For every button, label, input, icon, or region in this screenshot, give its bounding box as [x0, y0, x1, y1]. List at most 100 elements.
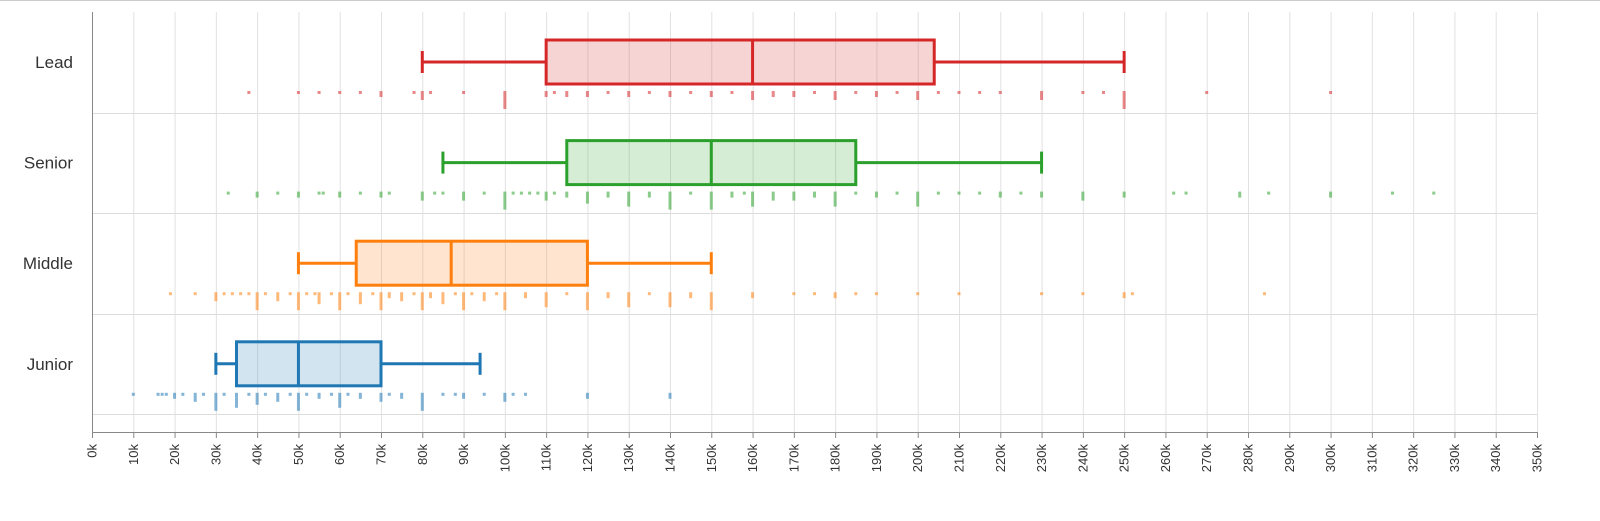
rug-mark — [895, 91, 899, 94]
rug-mark — [235, 392, 238, 408]
rug-mark — [313, 292, 317, 296]
rug-mark — [222, 392, 226, 396]
x-tick-label: 270k — [1199, 444, 1214, 473]
rug-mark — [751, 91, 755, 100]
x-tick-label: 210k — [952, 444, 967, 473]
rug-mark — [181, 392, 185, 396]
rug-mark — [288, 392, 292, 396]
x-tick-label: 10k — [126, 444, 141, 465]
rug-mark — [429, 292, 433, 299]
rug-mark — [379, 392, 383, 402]
x-tick-label: 150k — [704, 444, 719, 473]
rug-mark — [160, 392, 164, 396]
rug-mark — [470, 292, 474, 296]
rug-mark — [441, 392, 445, 396]
rug-mark — [528, 191, 532, 195]
x-tick-label: 280k — [1241, 444, 1256, 473]
rug-mark — [647, 91, 651, 94]
rug-mark — [379, 191, 383, 198]
rug-mark — [511, 191, 515, 195]
rug-mark — [433, 191, 437, 195]
rug-mark — [193, 292, 197, 296]
rug-mark — [1172, 191, 1176, 195]
rug-mark — [346, 392, 350, 396]
rug-mark — [895, 191, 899, 195]
x-tick-label: 50k — [291, 444, 306, 465]
x-tick-label: 260k — [1158, 444, 1173, 473]
rug-mark — [222, 292, 226, 296]
rug-mark — [668, 91, 672, 97]
rug-mark — [585, 91, 589, 97]
rug-mark — [813, 292, 816, 296]
rug-mark — [1040, 191, 1044, 198]
x-tick-label: 170k — [786, 444, 801, 473]
rug-mark — [1238, 191, 1242, 198]
rug-mark — [709, 191, 713, 210]
rug-mark — [647, 191, 651, 198]
rug-mark — [854, 191, 858, 195]
rug-mark — [585, 191, 589, 204]
rug-mark — [317, 292, 321, 305]
rug-mark — [730, 191, 734, 198]
top-border — [0, 0, 1600, 1]
rug-mark — [998, 191, 1002, 198]
rug-mark — [462, 191, 466, 201]
rug-mark — [358, 292, 362, 305]
rug-mark — [709, 292, 713, 311]
rug-mark — [387, 292, 391, 299]
rug-mark — [453, 292, 457, 296]
x-tick-label: 290k — [1282, 444, 1297, 473]
rug-mark — [495, 292, 499, 296]
rug-mark — [1040, 91, 1044, 100]
rug-mark — [606, 91, 610, 94]
rug-mark — [230, 292, 234, 296]
rug-mark — [317, 191, 321, 195]
rug-mark — [201, 392, 205, 396]
x-tick-label: 40k — [250, 444, 265, 465]
x-tick-label: 310k — [1364, 444, 1379, 473]
grid — [92, 12, 1538, 432]
rug-mark — [709, 91, 713, 97]
rug-mark — [565, 292, 569, 296]
category-label: Junior — [27, 355, 74, 374]
x-tick-label: 0k — [85, 444, 100, 458]
rug-mark — [536, 191, 540, 195]
series-senior: Senior — [24, 139, 1436, 210]
rug-mark — [1263, 292, 1267, 296]
rug-mark — [1205, 91, 1209, 94]
rug-mark — [247, 91, 251, 94]
rug-mark — [813, 91, 816, 94]
x-tick-label: 180k — [828, 444, 843, 473]
rug-mark — [400, 292, 404, 302]
rug-mark — [565, 91, 569, 97]
rug-mark — [751, 191, 755, 207]
iqr-box — [354, 239, 589, 287]
rug-mark — [1267, 191, 1271, 195]
rug-mark — [358, 191, 362, 195]
rug-mark — [998, 91, 1002, 94]
x-tick-label: 220k — [993, 444, 1008, 473]
rug-mark — [606, 292, 610, 299]
rug-mark — [1102, 91, 1105, 94]
rug-mark — [346, 292, 350, 296]
x-tick-label: 60k — [332, 444, 347, 465]
rug-mark — [226, 191, 230, 195]
rug-mark — [957, 191, 961, 195]
rug-mark — [565, 191, 569, 198]
rug-mark — [874, 191, 878, 198]
category-label: Lead — [35, 53, 73, 72]
rug-mark — [1019, 191, 1023, 195]
iqr-box — [235, 340, 383, 388]
rug-mark — [503, 91, 507, 109]
rug-mark — [247, 292, 251, 296]
rug-mark — [441, 191, 445, 195]
rug-mark — [627, 292, 631, 308]
rug-mark — [730, 91, 734, 94]
rug-mark — [338, 392, 342, 408]
rug-mark — [329, 292, 333, 296]
rug-mark — [742, 191, 746, 195]
rug-mark — [400, 392, 404, 399]
rug-mark — [453, 392, 457, 396]
series-lead: Lead — [35, 38, 1333, 109]
x-tick-label: 20k — [167, 444, 182, 465]
